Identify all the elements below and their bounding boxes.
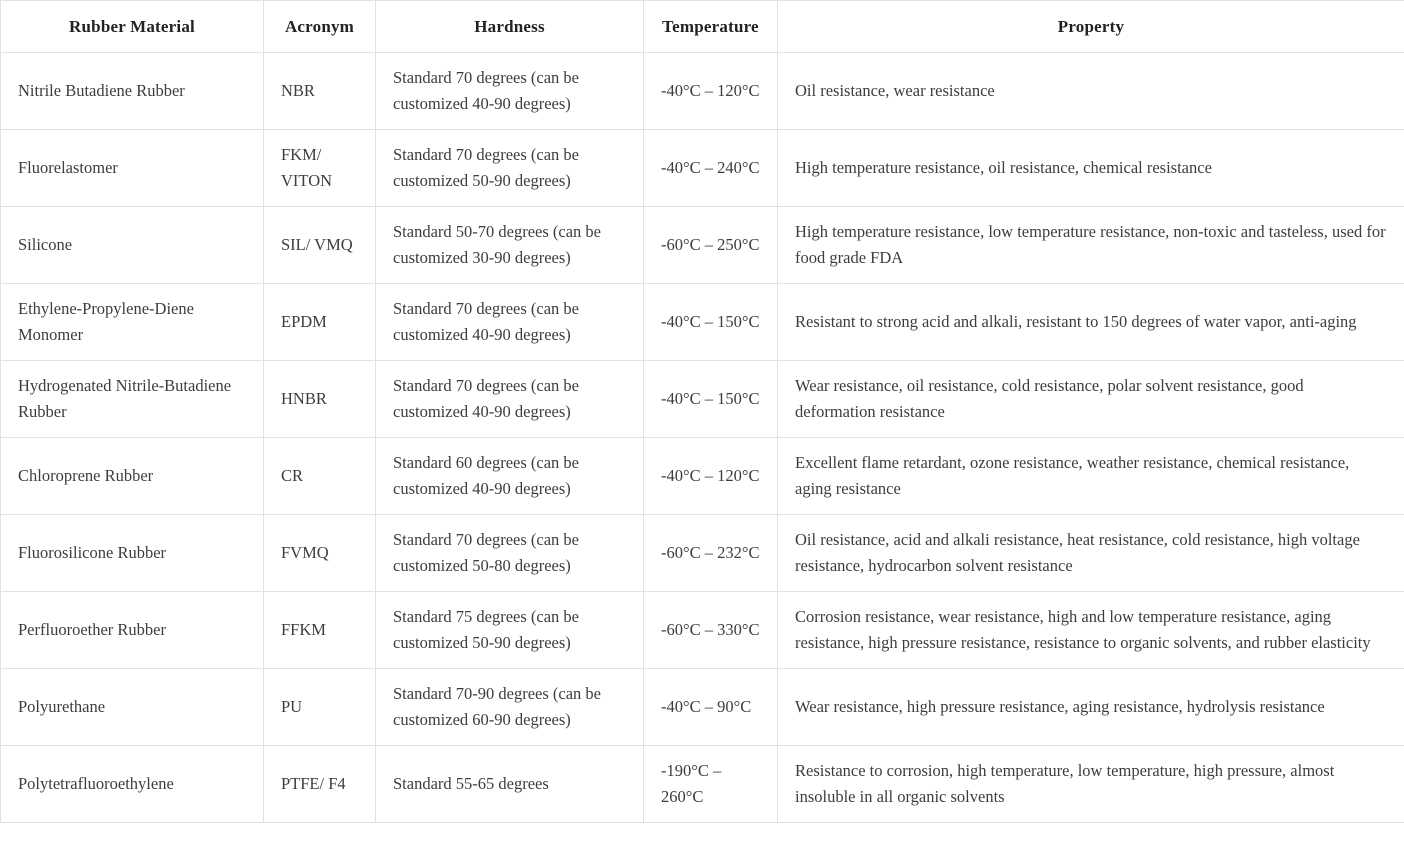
acronym-cell: FFKM <box>263 591 376 669</box>
property-cell: Excellent flame retardant, ozone resista… <box>777 437 1404 515</box>
material-cell: Silicone <box>0 206 264 284</box>
acronym-cell: CR <box>263 437 376 515</box>
table-row: Ethylene-Propylene-Diene Monomer EPDM St… <box>0 283 1404 361</box>
hardness-cell: Standard 70 degrees (can be customized 4… <box>375 283 644 361</box>
temperature-cell: -40°C – 90°C <box>643 668 778 746</box>
temperature-cell: -40°C – 240°C <box>643 129 778 207</box>
acronym-cell: SIL/ VMQ <box>263 206 376 284</box>
table-row: Polyurethane PU Standard 70-90 degrees (… <box>0 668 1404 746</box>
header-cell-hardness: Hardness <box>375 0 644 53</box>
temperature-cell: -40°C – 120°C <box>643 52 778 130</box>
table-header-row: Rubber Material Acronym Hardness Tempera… <box>0 0 1404 53</box>
header-cell-acronym: Acronym <box>263 0 376 53</box>
material-cell: Hydrogenated Nitrile-Butadiene Rubber <box>0 360 264 438</box>
acronym-cell: PTFE/ F4 <box>263 745 376 823</box>
material-cell: Polyurethane <box>0 668 264 746</box>
hardness-cell: Standard 50-70 degrees (can be customize… <box>375 206 644 284</box>
property-cell: High temperature resistance, oil resista… <box>777 129 1404 207</box>
property-cell: High temperature resistance, low tempera… <box>777 206 1404 284</box>
acronym-cell: EPDM <box>263 283 376 361</box>
table-row: Fluorelastomer FKM/ VITON Standard 70 de… <box>0 129 1404 207</box>
hardness-cell: Standard 70 degrees (can be customized 5… <box>375 514 644 592</box>
acronym-cell: PU <box>263 668 376 746</box>
hardness-cell: Standard 70 degrees (can be customized 4… <box>375 52 644 130</box>
material-cell: Ethylene-Propylene-Diene Monomer <box>0 283 264 361</box>
property-cell: Wear resistance, oil resistance, cold re… <box>777 360 1404 438</box>
material-cell: Perfluoroether Rubber <box>0 591 264 669</box>
property-cell: Oil resistance, wear resistance <box>777 52 1404 130</box>
hardness-cell: Standard 70 degrees (can be customized 4… <box>375 360 644 438</box>
table-row: Hydrogenated Nitrile-Butadiene Rubber HN… <box>0 360 1404 438</box>
table-row: Fluorosilicone Rubber FVMQ Standard 70 d… <box>0 514 1404 592</box>
material-cell: Chloroprene Rubber <box>0 437 264 515</box>
acronym-cell: HNBR <box>263 360 376 438</box>
acronym-cell: FVMQ <box>263 514 376 592</box>
material-cell: Nitrile Butadiene Rubber <box>0 52 264 130</box>
property-cell: Corrosion resistance, wear resistance, h… <box>777 591 1404 669</box>
acronym-cell: NBR <box>263 52 376 130</box>
acronym-cell: FKM/ VITON <box>263 129 376 207</box>
table-row: Nitrile Butadiene Rubber NBR Standard 70… <box>0 52 1404 130</box>
temperature-cell: -60°C – 232°C <box>643 514 778 592</box>
temperature-cell: -40°C – 150°C <box>643 283 778 361</box>
temperature-cell: -190°C – 260°C <box>643 745 778 823</box>
table-row: Perfluoroether Rubber FFKM Standard 75 d… <box>0 591 1404 669</box>
table-row: Polytetrafluoroethylene PTFE/ F4 Standar… <box>0 745 1404 823</box>
temperature-cell: -40°C – 150°C <box>643 360 778 438</box>
temperature-cell: -60°C – 330°C <box>643 591 778 669</box>
hardness-cell: Standard 60 degrees (can be customized 4… <box>375 437 644 515</box>
hardness-cell: Standard 70-90 degrees (can be customize… <box>375 668 644 746</box>
temperature-cell: -40°C – 120°C <box>643 437 778 515</box>
hardness-cell: Standard 70 degrees (can be customized 5… <box>375 129 644 207</box>
header-cell-property: Property <box>777 0 1404 53</box>
hardness-cell: Standard 55-65 degrees <box>375 745 644 823</box>
material-cell: Polytetrafluoroethylene <box>0 745 264 823</box>
material-cell: Fluorosilicone Rubber <box>0 514 264 592</box>
header-cell-material: Rubber Material <box>0 0 264 53</box>
property-cell: Wear resistance, high pressure resistanc… <box>777 668 1404 746</box>
material-cell: Fluorelastomer <box>0 129 264 207</box>
hardness-cell: Standard 75 degrees (can be customized 5… <box>375 591 644 669</box>
temperature-cell: -60°C – 250°C <box>643 206 778 284</box>
rubber-materials-table: Rubber Material Acronym Hardness Tempera… <box>0 0 1404 823</box>
property-cell: Resistant to strong acid and alkali, res… <box>777 283 1404 361</box>
property-cell: Resistance to corrosion, high temperatur… <box>777 745 1404 823</box>
header-cell-temperature: Temperature <box>643 0 778 53</box>
table-row: Chloroprene Rubber CR Standard 60 degree… <box>0 437 1404 515</box>
table-row: Silicone SIL/ VMQ Standard 50-70 degrees… <box>0 206 1404 284</box>
property-cell: Oil resistance, acid and alkali resistan… <box>777 514 1404 592</box>
